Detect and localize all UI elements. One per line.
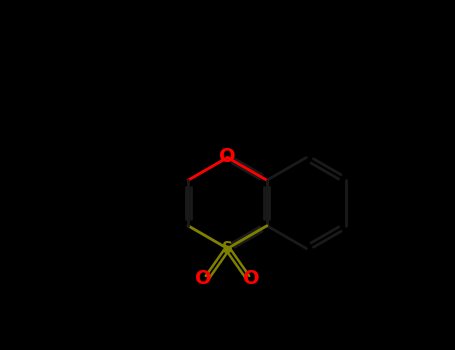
Text: S: S (222, 241, 233, 256)
Text: O: O (243, 269, 260, 288)
Text: O: O (195, 269, 212, 288)
Text: O: O (219, 147, 236, 166)
